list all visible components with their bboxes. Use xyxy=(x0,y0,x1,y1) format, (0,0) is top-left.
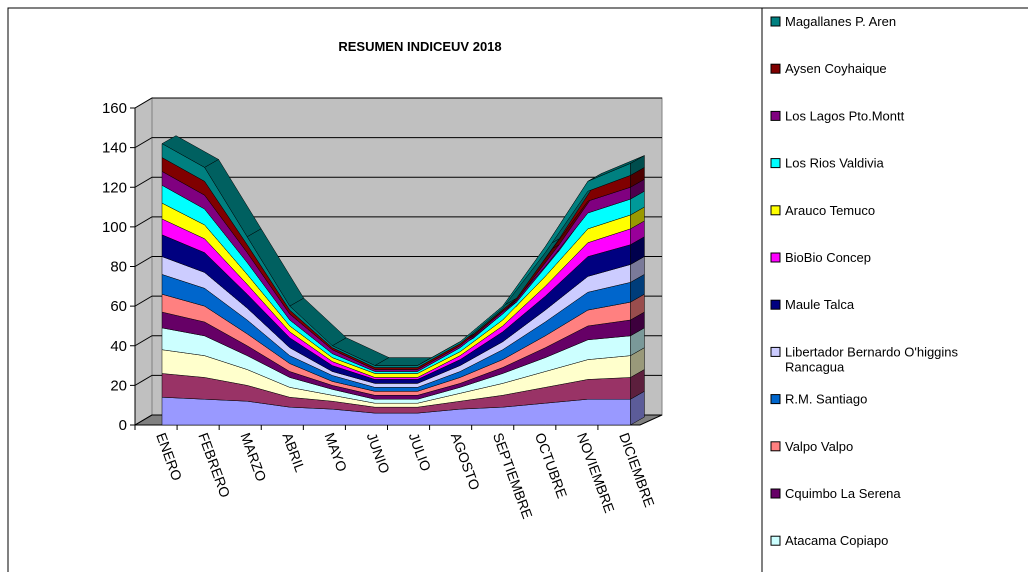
legend-label: Atacama Copiapo xyxy=(785,533,888,548)
grid-line xyxy=(134,176,662,188)
legend-label: Libertador Bernardo O'higgins Rancagua xyxy=(785,344,959,374)
legend-label: BioBio Concep xyxy=(785,250,871,265)
y-tick-label: 0 xyxy=(119,417,127,434)
legend-label: Los Lagos Pto.Montt xyxy=(785,108,905,123)
grid-line xyxy=(134,97,662,109)
legend-label: Maule Talca xyxy=(785,297,855,312)
legend-line: Rancagua xyxy=(785,359,845,374)
legend-swatch xyxy=(770,346,781,357)
legend-swatch xyxy=(770,441,781,452)
y-tick-label: 140 xyxy=(102,140,127,157)
y-tick-label: 120 xyxy=(102,179,127,196)
chart-title: RESUMEN INDICEUV 2018 xyxy=(338,39,501,54)
legend-label: Valpo Valpo xyxy=(785,439,853,454)
legend-swatch xyxy=(770,16,781,27)
legend-label: Magallanes P. Aren xyxy=(785,14,896,29)
y-tick-label: 160 xyxy=(102,100,127,117)
grid-line xyxy=(134,295,662,307)
area xyxy=(161,143,631,368)
grid-line xyxy=(134,216,662,228)
y-tick-label: 100 xyxy=(102,219,127,236)
legend-swatch xyxy=(770,110,781,121)
legend-swatch xyxy=(770,158,781,169)
legend-swatch xyxy=(770,63,781,74)
legend-label: Arauco Temuco xyxy=(785,203,875,218)
y-tick-label: 60 xyxy=(110,298,127,315)
legend-label: Aysen Coyhaique xyxy=(785,61,887,76)
grid-line xyxy=(134,256,662,267)
legend-line: Libertador Bernardo O'higgins xyxy=(785,344,959,359)
legend-swatch xyxy=(770,394,781,405)
grid-line xyxy=(134,137,662,149)
legend-label: R.M. Santiago xyxy=(785,392,867,407)
y-tick-label: 40 xyxy=(110,338,127,355)
y-tick-label: 20 xyxy=(110,377,127,394)
legend-swatch xyxy=(770,205,781,216)
legend-label: Cquimbo La Serena xyxy=(785,486,901,501)
legend-swatch xyxy=(770,535,781,546)
legend-swatch xyxy=(770,299,781,310)
legend-swatch xyxy=(770,252,781,263)
y-tick-label: 80 xyxy=(110,259,127,276)
legend-swatch xyxy=(770,488,781,499)
legend-label: Los Rios Valdivia xyxy=(785,156,885,171)
